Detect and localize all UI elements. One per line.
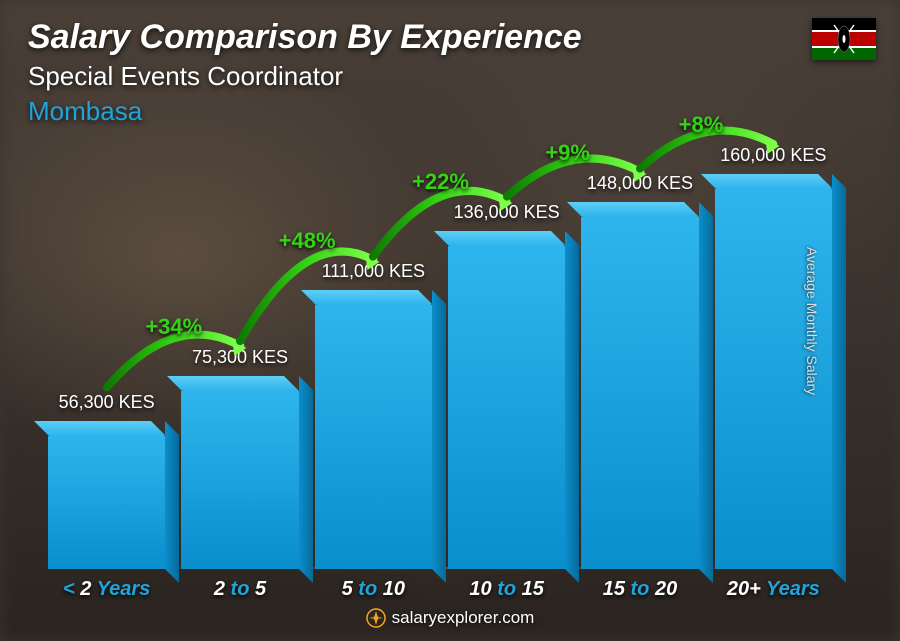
bar-group: 148,000 KES [573,140,706,569]
footer: salaryexplorer.com [0,608,900,633]
bar-value-label: 56,300 KES [59,392,155,413]
brand-logo: salaryexplorer.com [366,608,535,628]
page-location: Mombasa [28,96,872,127]
bar-group: 111,000 KES [307,140,440,569]
bar-value-label: 148,000 KES [587,173,693,194]
header: Salary Comparison By Experience Special … [28,18,872,127]
page-subtitle: Special Events Coordinator [28,61,872,92]
percent-increase-badge: +9% [545,140,590,166]
page-title: Salary Comparison By Experience [28,18,872,57]
chart-area: 56,300 KES75,300 KES111,000 KES136,000 K… [40,140,840,569]
percent-increase-badge: +22% [412,169,469,195]
bar: 75,300 KES [181,390,298,569]
bar: 148,000 KES [581,216,698,569]
bars-container: 56,300 KES75,300 KES111,000 KES136,000 K… [40,140,840,569]
brand-text: salaryexplorer.com [392,608,535,628]
bar-value-label: 75,300 KES [192,347,288,368]
x-axis: < 2 Years2 to 55 to 1010 to 1515 to 2020… [40,578,840,601]
bar-group: 56,300 KES [40,140,173,569]
bar-value-label: 160,000 KES [720,145,826,166]
x-axis-label: 15 to 20 [573,578,706,601]
bar: 111,000 KES [315,304,432,569]
x-axis-label: 5 to 10 [307,578,440,601]
percent-increase-badge: +34% [145,314,202,340]
y-axis-label: Average Monthly Salary [804,246,820,394]
kenya-flag-icon [812,18,876,60]
x-axis-label: 20+ Years [707,578,840,601]
percent-increase-badge: +48% [279,228,336,254]
compass-icon [366,608,386,628]
bar: 136,000 KES [448,245,565,569]
x-axis-label: < 2 Years [40,578,173,601]
bar-group: 136,000 KES [440,140,573,569]
bar-value-label: 136,000 KES [454,202,560,223]
bar-group: 75,300 KES [173,140,306,569]
bar: 56,300 KES [48,435,165,569]
x-axis-label: 10 to 15 [440,578,573,601]
bar-value-label: 111,000 KES [322,261,425,282]
x-axis-label: 2 to 5 [173,578,306,601]
